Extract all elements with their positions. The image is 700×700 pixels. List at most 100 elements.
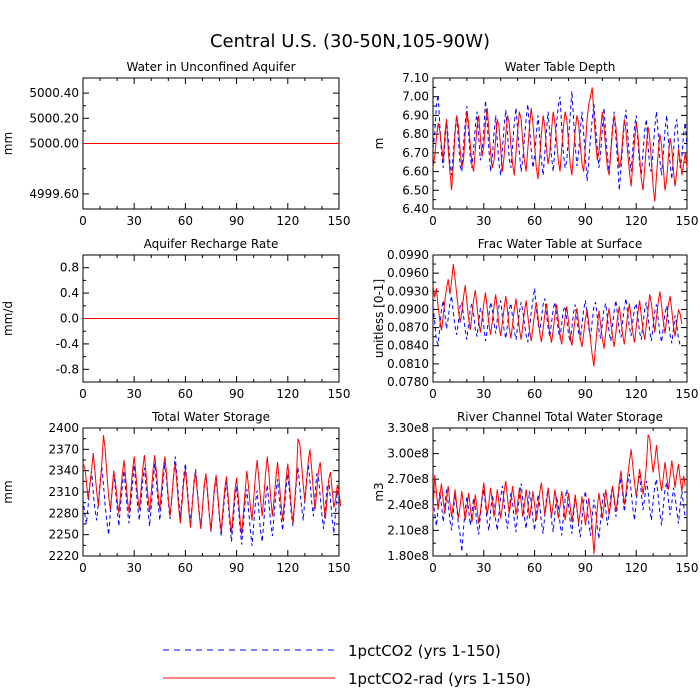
- y-tick-label: 3.00e8: [387, 447, 429, 461]
- y-axis-label: unitless [0-1]: [372, 279, 386, 358]
- panels: Water in Unconfined Aquifer mm 0 30 60 90 120 1…: [1, 60, 698, 575]
- x-tick-label: 60: [178, 561, 193, 575]
- y-tick-label: 6.60: [402, 165, 429, 179]
- x-tick-label: 90: [229, 214, 244, 228]
- y-tick-label: 5000.20: [29, 111, 79, 125]
- y-tick-label: 5000.40: [29, 86, 79, 100]
- y-tick-label: 0.0900: [387, 302, 429, 316]
- x-tick-label: 30: [476, 561, 491, 575]
- y-tick-label: 0.0930: [387, 284, 429, 298]
- x-tick-label: 60: [178, 214, 193, 228]
- x-tick-label: 90: [578, 387, 593, 401]
- x-tick-label: 0: [429, 387, 437, 401]
- legend-label: 1pctCO2-rad (yrs 1-150): [348, 670, 531, 688]
- figure-title: Central U.S. (30-50N,105-90W): [210, 31, 490, 52]
- x-tick-label: 30: [127, 561, 142, 575]
- y-tick-label: 7.00: [402, 90, 429, 104]
- y-tick-label: 6.50: [402, 183, 429, 197]
- panel-title: Water in Unconfined Aquifer: [126, 60, 295, 74]
- panel-title: River Channel Total Water Storage: [457, 410, 663, 424]
- y-tick-label: 0.0: [60, 312, 79, 326]
- panel-title: Total Water Storage: [151, 410, 270, 424]
- y-tick-label: 3.30e8: [387, 421, 429, 435]
- y-tick-label: 1.80e8: [387, 549, 429, 563]
- x-tick-label: 120: [276, 214, 299, 228]
- x-tick-label: 150: [328, 214, 351, 228]
- x-tick-label: 150: [676, 387, 699, 401]
- panel-title: Aquifer Recharge Rate: [144, 237, 279, 251]
- y-tick-label: 5000.00: [29, 137, 79, 151]
- y-tick-label: 2.40e8: [387, 498, 429, 512]
- x-tick-label: 0: [79, 214, 87, 228]
- x-tick-label: 120: [625, 387, 648, 401]
- x-tick-label: 90: [229, 387, 244, 401]
- y-tick-label: 2250: [48, 528, 79, 542]
- y-tick-label: 2.70e8: [387, 472, 429, 486]
- x-tick-label: 60: [178, 387, 193, 401]
- series-line-1pctco2-rad: [432, 264, 683, 367]
- y-tick-label: 0.8: [60, 261, 79, 275]
- series-line-1pctco2-rad: [82, 435, 342, 535]
- x-tick-label: 120: [625, 561, 648, 575]
- panel-title: Water Table Depth: [505, 60, 616, 74]
- y-tick-label: -0.8: [56, 362, 79, 376]
- panel-3: Aquifer Recharge Rate mm/d 0 30 60 90 120 150 -0…: [1, 237, 350, 401]
- y-tick-label: 0.0840: [387, 339, 429, 353]
- y-axis-label: mm: [1, 132, 15, 155]
- y-axis-label: mm/d: [1, 301, 15, 336]
- series-line-1pctco2-rad: [432, 87, 688, 202]
- x-tick-label: 30: [476, 214, 491, 228]
- x-tick-label: 90: [578, 561, 593, 575]
- y-tick-label: 2.10e8: [387, 523, 429, 537]
- series-line-1pctco2: [432, 91, 688, 191]
- y-tick-label: 6.40: [402, 202, 429, 216]
- y-axis-label: mm: [1, 480, 15, 503]
- y-tick-label: 2370: [48, 442, 79, 456]
- x-tick-label: 90: [578, 214, 593, 228]
- y-tick-label: 0.0810: [387, 357, 429, 371]
- series-line-1pctco2: [432, 288, 681, 347]
- legend-label: 1pctCO2 (yrs 1-150): [348, 642, 501, 660]
- x-tick-label: 60: [527, 214, 542, 228]
- x-tick-label: 120: [276, 387, 299, 401]
- x-tick-label: 0: [429, 214, 437, 228]
- y-tick-label: 0.0870: [387, 321, 429, 335]
- x-tick-label: 90: [229, 561, 244, 575]
- y-tick-label: 4999.60: [29, 187, 79, 201]
- x-tick-label: 30: [127, 387, 142, 401]
- x-tick-label: 60: [527, 561, 542, 575]
- x-tick-label: 150: [676, 214, 699, 228]
- panel-2: Water Table Depth m 0 30 60 90 120 150 6.40 6.50 6…: [372, 60, 698, 228]
- x-tick-label: 0: [429, 561, 437, 575]
- panel-4: Frac Water Table at Surface unitless [0-1…: [372, 237, 698, 401]
- y-tick-label: 0.0780: [387, 375, 429, 389]
- x-tick-label: 30: [476, 387, 491, 401]
- y-tick-label: 2220: [48, 549, 79, 563]
- y-tick-label: 6.80: [402, 127, 429, 141]
- x-tick-label: 150: [328, 387, 351, 401]
- y-tick-label: 7.10: [402, 71, 429, 85]
- y-tick-label: 2310: [48, 485, 79, 499]
- panel-title: Frac Water Table at Surface: [478, 237, 642, 251]
- legend: 1pctCO2 (yrs 1-150) 1pctCO2-rad (yrs 1-15…: [163, 642, 531, 688]
- y-tick-label: 6.70: [402, 146, 429, 160]
- y-tick-label: -0.4: [56, 337, 79, 351]
- plot-frame: [432, 427, 688, 557]
- x-tick-label: 30: [127, 214, 142, 228]
- series-line-1pctco2: [82, 456, 340, 547]
- y-tick-label: 0.0960: [387, 266, 429, 280]
- y-tick-label: 0.0990: [387, 248, 429, 262]
- y-tick-label: 2340: [48, 464, 79, 478]
- x-tick-label: 150: [328, 561, 351, 575]
- y-tick-label: 6.90: [402, 108, 429, 122]
- x-tick-label: 0: [79, 561, 87, 575]
- panel-1: Water in Unconfined Aquifer mm 0 30 60 90 120 1…: [1, 60, 350, 228]
- x-tick-label: 150: [676, 561, 699, 575]
- y-axis-label: m: [372, 138, 386, 150]
- x-tick-label: 60: [527, 387, 542, 401]
- series-line-1pctco2-rad: [432, 434, 686, 555]
- x-tick-label: 120: [276, 561, 299, 575]
- y-tick-label: 2280: [48, 506, 79, 520]
- panel-6: River Channel Total Water Storage m3 0 30 60…: [372, 410, 698, 575]
